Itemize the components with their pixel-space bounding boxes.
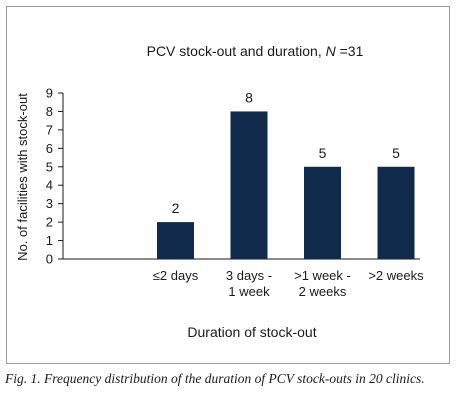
data-label: 5 xyxy=(319,145,327,161)
y-tick-label: 1 xyxy=(46,233,53,248)
y-tick-label: 4 xyxy=(46,178,53,193)
y-tick-label: 9 xyxy=(46,86,53,101)
y-tick-label: 6 xyxy=(46,141,53,156)
data-label: 2 xyxy=(172,200,180,216)
bar xyxy=(157,222,194,259)
bar xyxy=(377,166,415,259)
x-axis-label: Duration of stock-out xyxy=(187,324,316,340)
y-tick-label: 3 xyxy=(46,196,53,211)
plot-area: 0 1 2 3 4 5 6 7 8 9 2 ≤2 days 8 3 days -1 week 5 >1 wee… xyxy=(46,86,424,300)
x-tick-label: ≤2 days xyxy=(153,268,199,283)
y-tick-label: 0 xyxy=(46,252,53,267)
chart-title: PCV stock-out and duration, N =31 xyxy=(147,43,364,59)
figure-frame xyxy=(6,6,450,364)
y-tick-label: 8 xyxy=(46,104,53,119)
data-label: 5 xyxy=(392,145,400,161)
data-label: 8 xyxy=(245,89,253,105)
bar xyxy=(230,111,268,259)
y-tick-label: 5 xyxy=(46,159,53,174)
y-axis-label: No. of facilities with stock-out xyxy=(15,93,30,261)
y-tick-label: 2 xyxy=(46,215,53,230)
y-tick-label: 7 xyxy=(46,122,53,137)
x-tick-label: >1 week -2 weeks xyxy=(294,268,351,299)
x-tick-label: 3 days -1 week xyxy=(226,268,272,299)
figure-caption: Fig. 1. Frequency distribution of the du… xyxy=(5,371,425,386)
bar xyxy=(304,166,341,259)
x-tick-label: >2 weeks xyxy=(368,268,424,283)
